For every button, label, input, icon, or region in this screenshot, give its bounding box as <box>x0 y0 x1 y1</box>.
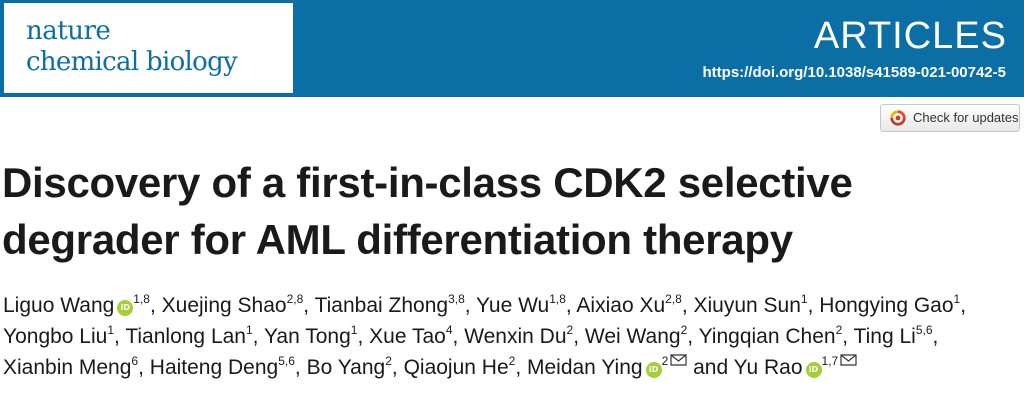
author-name[interactable]: Yingqian Chen <box>698 325 836 348</box>
check-updates-icon <box>890 110 906 126</box>
author-affiliation[interactable]: 2 <box>661 354 669 368</box>
author-name[interactable]: Haiteng Deng <box>149 356 279 379</box>
author-affiliation[interactable]: 2 <box>385 354 392 368</box>
author-affiliation[interactable]: 5,6 <box>278 354 295 368</box>
author-affiliation[interactable]: 1 <box>800 292 808 306</box>
check-updates-label: Check for updates <box>913 110 1019 125</box>
author[interactable]: Xuejing Shao2,8 <box>161 292 304 317</box>
author-affiliation[interactable]: 5,6 <box>915 323 933 337</box>
author-affiliation[interactable]: 6 <box>131 354 139 368</box>
author[interactable]: Liguo Wang iD1,8 <box>3 292 150 317</box>
article-title-line2: degrader for AML differentiation therapy <box>2 216 793 263</box>
author[interactable]: Yue Wu1,8 <box>476 292 566 317</box>
author[interactable]: Yu Rao iD1,7 <box>733 354 858 379</box>
journal-logo[interactable]: nature chemical biology <box>4 3 293 93</box>
author-name[interactable]: Tianbai Zhong <box>314 294 449 317</box>
author[interactable]: Bo Yang2 <box>306 354 392 379</box>
author-joiner: and <box>693 356 729 379</box>
author-name[interactable]: Yan Tong <box>263 325 351 348</box>
author-list: Liguo Wang iD1,8, Xuejing Shao2,8, Tianba… <box>3 292 967 379</box>
author[interactable]: Tianlong Lan1 <box>125 323 253 348</box>
author-affiliation[interactable]: 2 <box>680 323 688 337</box>
journal-logo-line1: nature <box>26 16 111 46</box>
author-name[interactable]: Xue Tao <box>369 325 446 348</box>
author-name[interactable]: Tianlong Lan <box>125 325 246 348</box>
author-name[interactable]: Liguo Wang <box>3 294 115 317</box>
author[interactable]: Haiteng Deng5,6 <box>149 354 295 379</box>
author-affiliation[interactable]: 2 <box>566 323 574 337</box>
author-name[interactable]: Qiaojun He <box>403 356 509 379</box>
author-affiliation[interactable]: 2 <box>508 354 516 368</box>
author[interactable]: Tianbai Zhong3,8 <box>314 292 465 317</box>
author[interactable]: Aixiao Xu2,8 <box>576 292 682 317</box>
author-affiliation[interactable]: 2,8 <box>286 292 304 306</box>
author-name[interactable]: Xuejing Shao <box>161 294 287 317</box>
author-name[interactable]: Wenxin Du <box>464 325 567 348</box>
author[interactable]: Ting Li5,6 <box>853 323 933 348</box>
author[interactable]: Xue Tao4 <box>369 323 453 348</box>
author[interactable]: Xiuyun Sun1 <box>693 292 808 317</box>
author[interactable]: Wei Wang2 <box>584 323 688 348</box>
author-affiliation[interactable]: 1,7 <box>821 354 839 368</box>
author[interactable]: Qiaojun He2 <box>403 354 516 379</box>
author-affiliation[interactable]: 1 <box>350 323 358 337</box>
author-affiliation[interactable]: 4 <box>445 323 453 337</box>
author[interactable]: Meidan Ying iD2 <box>526 354 687 379</box>
author-affiliation[interactable]: 1 <box>107 323 115 337</box>
author[interactable]: Hongying Gao1 <box>819 292 961 317</box>
author-name[interactable]: Yongbo Liu <box>3 325 108 348</box>
orcid-icon[interactable]: iD <box>117 300 134 316</box>
author-name[interactable]: Yu Rao <box>733 356 803 379</box>
author-name[interactable]: Yue Wu <box>476 294 550 317</box>
author[interactable]: Xianbin Meng6 <box>3 354 139 379</box>
journal-logo-line2: chemical biology <box>26 47 238 77</box>
author[interactable]: Wenxin Du2 <box>464 323 574 348</box>
author-affiliation[interactable]: 1,8 <box>133 292 150 306</box>
author[interactable]: Yan Tong1 <box>263 323 358 348</box>
author-affiliation[interactable]: 1 <box>953 292 961 306</box>
author[interactable]: Yingqian Chen2 <box>698 323 843 348</box>
author-name[interactable]: Xianbin Meng <box>3 356 132 379</box>
doi-link[interactable]: https://doi.org/10.1038/s41589-021-00742… <box>702 64 1007 81</box>
email-icon[interactable] <box>840 354 857 366</box>
author-affiliation[interactable]: 3,8 <box>448 292 465 306</box>
check-for-updates-button[interactable]: Check for updates <box>880 104 1020 132</box>
author-name[interactable]: Aixiao Xu <box>576 294 666 317</box>
author-name[interactable]: Xiuyun Sun <box>693 294 801 317</box>
orcid-icon[interactable]: iD <box>645 362 662 378</box>
author[interactable]: Yongbo Liu1 <box>3 323 115 348</box>
author-affiliation[interactable]: 1 <box>245 323 253 337</box>
article-title-line1: Discovery of a first-in-class CDK2 selec… <box>2 159 853 206</box>
author-affiliation[interactable]: 2 <box>835 323 843 337</box>
author-name[interactable]: Meidan Ying <box>526 356 643 379</box>
author-affiliation[interactable]: 2,8 <box>665 292 682 306</box>
section-label: ARTICLES <box>813 15 1007 57</box>
orcid-icon[interactable]: iD <box>805 362 822 378</box>
email-icon[interactable] <box>670 354 687 366</box>
author-name[interactable]: Hongying Gao <box>819 294 954 317</box>
author-name[interactable]: Wei Wang <box>584 325 681 348</box>
author-affiliation[interactable]: 1,8 <box>549 292 566 306</box>
journal-banner: nature chemical biology ARTICLES https:/… <box>0 0 1024 97</box>
author-name[interactable]: Ting Li <box>853 325 916 348</box>
article-title: Discovery of a first-in-class CDK2 selec… <box>2 154 853 268</box>
author-name[interactable]: Bo Yang <box>306 356 386 379</box>
